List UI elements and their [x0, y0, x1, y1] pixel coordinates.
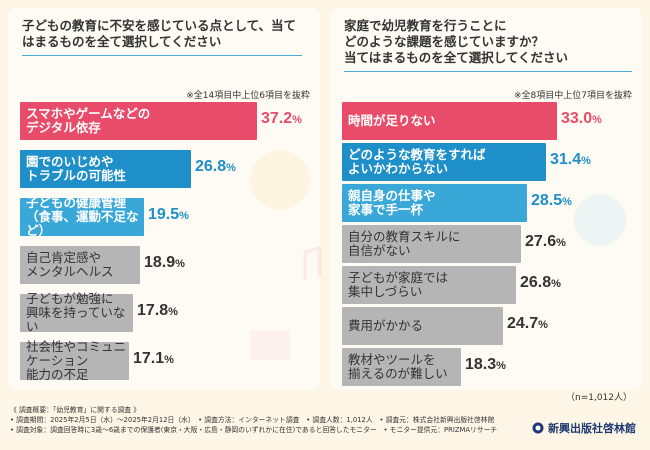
footer-line: • 調査期間：2025年2月5日（水）～2025年2月12日（水） • 調査方法… [10, 416, 495, 424]
bar-value-label: 33.0% [561, 110, 602, 127]
bar-value-label: 17.1% [133, 350, 174, 367]
chart-bar: どのような教育をすれば よいかわからない [342, 143, 546, 181]
chart-bar: 自己肯定感や メンタルヘルス [20, 246, 140, 284]
bar-label: 子どもの健康管理 （食事、運動不足など） [26, 195, 139, 238]
bar-value-label: 26.8% [195, 158, 236, 175]
bar-label: 園でのいじめや トラブルの可能性 [26, 154, 127, 183]
left-panel: 子どもの教育に不安を感じている点として、当てはまるものを全て選択してください ※… [8, 8, 320, 390]
survey-footer: 《 調査概要：「幼児教育」に関する調査 》 • 調査期間：2025年2月5日（水… [10, 405, 550, 435]
chart-bar: 子どもが勉強に 興味を持っていない [20, 291, 133, 334]
bar-value-label: 27.6% [525, 233, 566, 250]
chart-bar: 子どもの健康管理 （食事、運動不足など） [20, 195, 144, 238]
chart-bar: 社会性やコミュニケーション 能力の不足 [20, 339, 129, 382]
bar-label: 社会性やコミュニケーション 能力の不足 [26, 339, 127, 382]
bar-value-label: 31.4% [550, 151, 591, 168]
bar-label: 子どもが家庭では 集中しづらい [348, 270, 449, 299]
chart-bar: 子どもが家庭では 集中しづらい [342, 266, 516, 304]
bar-label: 自己肯定感や メンタルヘルス [26, 250, 114, 279]
left-question: 子どもの教育に不安を感じている点として、当てはまるものを全て選択してください [22, 18, 302, 56]
bar-value-label: 17.8% [137, 302, 178, 319]
bar-label: 時間が足りない [348, 113, 436, 128]
bar-label: 子どもが勉強に 興味を持っていない [26, 291, 126, 334]
footer-line: • 調査対象：調査回答時に3歳～6歳までの保護者(東京・大阪・広島・静岡のいずれ… [10, 426, 498, 434]
chart-bar: 費用がかかる [342, 307, 503, 345]
brand-name: 新興出版社啓林館 [548, 422, 636, 435]
chart-bar: 時間が足りない [342, 102, 557, 140]
bar-value-label: 19.5% [148, 206, 189, 223]
footer-line: 《 調査概要：「幼児教育」に関する調査 》 [10, 406, 141, 414]
bar-value-label: 26.8% [520, 274, 561, 291]
bar-label: 費用がかかる [348, 318, 424, 333]
right-note: ※全8項目中上位7項目を抜粋 [514, 91, 632, 101]
bar-value-label: 18.3% [465, 356, 506, 373]
bar-label: 親自身の仕事や 家事で手一杯 [348, 188, 436, 217]
bar-value-label: 37.2% [261, 110, 302, 127]
brand-mark-icon [532, 422, 544, 434]
sample-size: （n=1,012人） [565, 393, 632, 403]
chart-bar: 教材やツールを 揃えるのが難しい [342, 348, 461, 386]
bar-label: どのような教育をすれば よいかわからない [348, 147, 486, 176]
bar-label: 自分の教育スキルに 自信がない [348, 229, 461, 258]
chart-bar: 自分の教育スキルに 自信がない [342, 225, 521, 263]
bar-value-label: 18.9% [144, 254, 185, 271]
chart-bar: 親自身の仕事や 家事で手一杯 [342, 184, 527, 222]
bar-value-label: 24.7% [507, 315, 548, 332]
bar-label: スマホやゲームなどの デジタル依存 [26, 106, 151, 135]
bar-label: 教材やツールを 揃えるのが難しい [348, 352, 448, 381]
left-note: ※全14項目中上位6項目を抜粋 [186, 91, 310, 101]
chart-bar: 園でのいじめや トラブルの可能性 [20, 150, 191, 188]
brand-logo: 新興出版社啓林館 [532, 420, 636, 436]
bar-value-label: 28.5% [531, 192, 572, 209]
right-panel: 家庭で幼児教育を行うことに どのような課題を感じていますか？ 当てはまるものを全… [330, 8, 642, 390]
chart-bar: スマホやゲームなどの デジタル依存 [20, 102, 257, 140]
right-question: 家庭で幼児教育を行うことに どのような課題を感じていますか？ 当てはまるものを全… [344, 18, 632, 72]
